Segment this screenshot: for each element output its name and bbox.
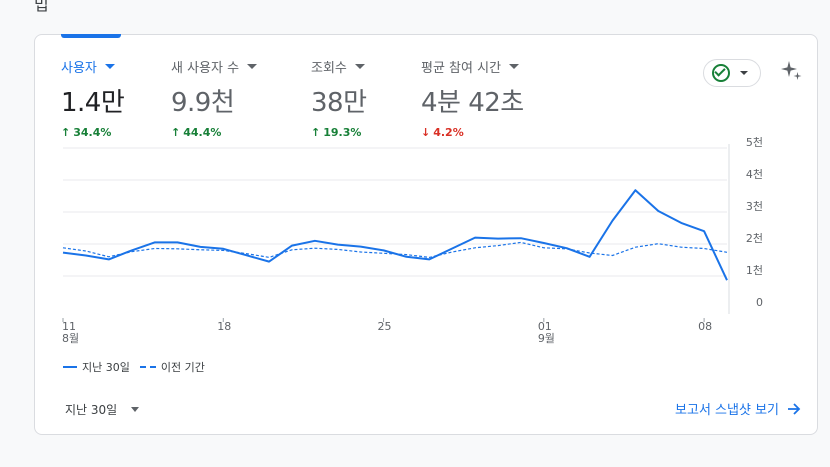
metric-tab-new-users[interactable]: 새 사용자 수 9.9천 ↑ 44.4% <box>171 57 258 139</box>
series-line-current <box>62 189 728 281</box>
legend-label: 지난 30일 <box>82 361 130 374</box>
legend-label: 이전 기간 <box>160 361 205 374</box>
metric-tab-views[interactable]: 조회수 38만 ↑ 19.3% <box>311 57 367 139</box>
overview-card: 사용자 1.4만 ↑ 34.4% 새 사용자 수 9.9천 ↑ 44.4% 조회수 … <box>34 34 818 435</box>
caret-down-icon <box>131 407 140 412</box>
caret-down-icon <box>247 64 258 69</box>
metric-label: 평균 참여 시간 <box>421 61 502 76</box>
metric-value: 9.9천 <box>171 88 235 118</box>
metric-delta-value: 44.4% <box>183 126 222 139</box>
date-range-select[interactable]: 지난 30일 <box>65 401 140 418</box>
metric-delta: ↑ 44.4% <box>171 126 257 139</box>
arrow-up-icon: ↑ <box>61 126 71 139</box>
arrow-up-icon: ↑ <box>311 126 321 139</box>
caret-down-icon <box>740 71 748 75</box>
x-tick-label: 11 <box>62 320 76 333</box>
report-link-label: 보고서 스냅샷 보기 <box>675 403 779 418</box>
status-dropdown[interactable] <box>703 59 761 87</box>
metric-value: 38만 <box>311 88 367 118</box>
legend-item-current: 지난 30일 <box>63 359 130 375</box>
y-tick-label: 1천 <box>746 263 763 277</box>
y-tick-label: 0 <box>756 296 763 309</box>
view-report-snapshot-link[interactable]: 보고서 스냅샷 보기 <box>675 399 801 418</box>
metric-label: 사용자 <box>61 61 97 76</box>
check-circle-icon <box>712 64 730 82</box>
caret-down-icon <box>509 64 520 69</box>
date-range-label: 지난 30일 <box>65 403 118 417</box>
solid-line-swatch <box>63 366 77 368</box>
metric-value: 1.4만 <box>61 88 125 118</box>
x-tick-label: 08 <box>698 320 712 333</box>
y-tick-label: 5천 <box>746 135 763 149</box>
metric-tab-avg-engagement-time[interactable]: 평균 참여 시간 4분 42초 ↓ 4.2% <box>421 57 524 139</box>
y-tick-label: 4천 <box>746 167 763 181</box>
legend-item-previous: 이전 기간 <box>139 359 205 375</box>
chart-legend: 지난 30일 이전 기간 <box>63 359 205 375</box>
caret-down-icon <box>104 64 115 69</box>
series-line-previous <box>62 241 728 258</box>
dashed-line-swatch <box>139 366 156 368</box>
x-tick-sublabel: 8월 <box>62 332 79 345</box>
metric-delta: ↑ 19.3% <box>311 126 367 139</box>
metric-delta-value: 4.2% <box>433 126 464 139</box>
metric-tab-users[interactable]: 사용자 1.4만 ↑ 34.4% <box>61 57 125 139</box>
sparkle-icon[interactable] <box>779 59 803 83</box>
x-tick-sublabel: 9월 <box>538 332 555 345</box>
metric-label: 새 사용자 수 <box>171 61 240 76</box>
caret-down-icon <box>354 64 365 69</box>
active-tab-indicator <box>61 34 121 38</box>
arrow-up-icon: ↑ <box>171 126 181 139</box>
x-tick-label: 01 <box>538 320 552 333</box>
arrow-down-icon: ↓ <box>421 126 431 139</box>
metric-label: 조회수 <box>311 61 347 76</box>
metric-delta: ↑ 34.4% <box>61 126 124 139</box>
y-tick-label: 2천 <box>746 231 763 245</box>
metric-value: 4분 42초 <box>421 88 524 118</box>
x-tick-label: 25 <box>378 320 392 333</box>
metric-delta-value: 34.4% <box>73 126 112 139</box>
metric-delta-value: 19.3% <box>323 126 362 139</box>
arrow-right-icon <box>788 402 801 415</box>
page-title-fragment: 밉 <box>34 0 49 14</box>
y-tick-label: 3천 <box>746 199 763 213</box>
x-tick-label: 18 <box>217 320 231 333</box>
metric-delta: ↓ 4.2% <box>421 126 524 139</box>
